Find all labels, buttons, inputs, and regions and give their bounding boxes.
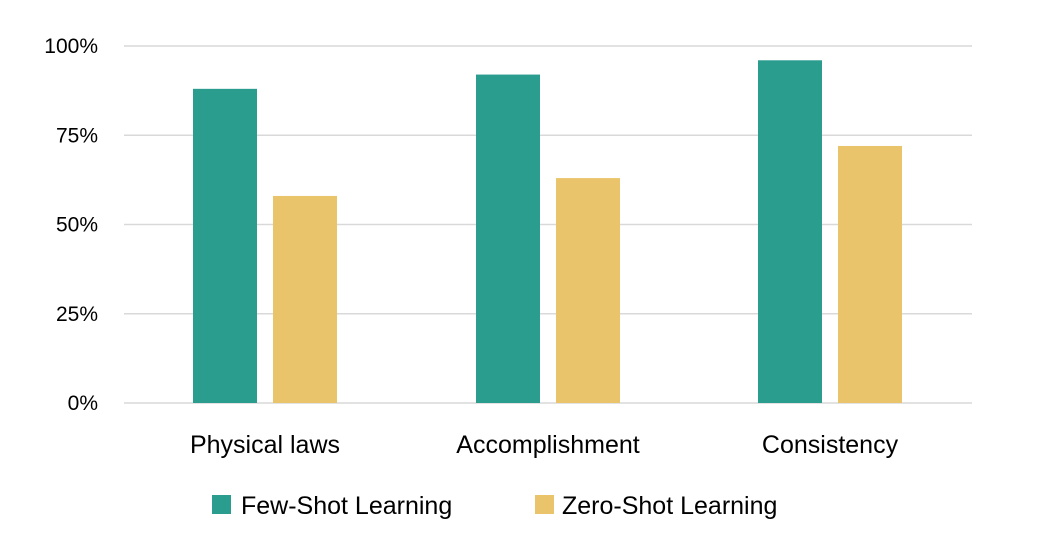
- bar-zero-shot-learning-physical-laws: [273, 195, 337, 403]
- y-tick-label-25: 25%: [56, 303, 98, 326]
- y-tick-label-50: 50%: [56, 214, 98, 237]
- y-axis-tick-labels: 0% 25% 50% 75% 100%: [44, 35, 98, 415]
- y-tick-label-75: 75%: [56, 124, 98, 147]
- y-tick-label-0: 0%: [68, 392, 98, 415]
- bar-zero-shot-learning-accomplishment: [556, 178, 620, 403]
- category-label-accomplishment: Accomplishment: [456, 431, 639, 459]
- category-labels: Physical laws Accomplishment Consistency: [190, 431, 899, 459]
- y-tick-label-100: 100%: [44, 35, 98, 58]
- bar-few-shot-learning-consistency: [758, 60, 822, 403]
- legend-swatch-few-shot-learning: [212, 495, 231, 514]
- bar-few-shot-learning-physical-laws: [193, 88, 257, 403]
- bar-zero-shot-learning-consistency: [838, 145, 902, 403]
- gridlines: [124, 45, 972, 404]
- legend: Few-Shot Learning Zero-Shot Learning: [212, 492, 777, 520]
- category-label-consistency: Consistency: [762, 431, 899, 459]
- category-label-physical-laws: Physical laws: [190, 431, 340, 459]
- legend-swatch-zero-shot-learning: [535, 495, 554, 514]
- legend-label-zero-shot-learning: Zero-Shot Learning: [562, 492, 777, 520]
- bar-few-shot-learning-accomplishment: [476, 74, 540, 403]
- legend-label-few-shot-learning: Few-Shot Learning: [241, 492, 452, 520]
- bars: [193, 60, 902, 403]
